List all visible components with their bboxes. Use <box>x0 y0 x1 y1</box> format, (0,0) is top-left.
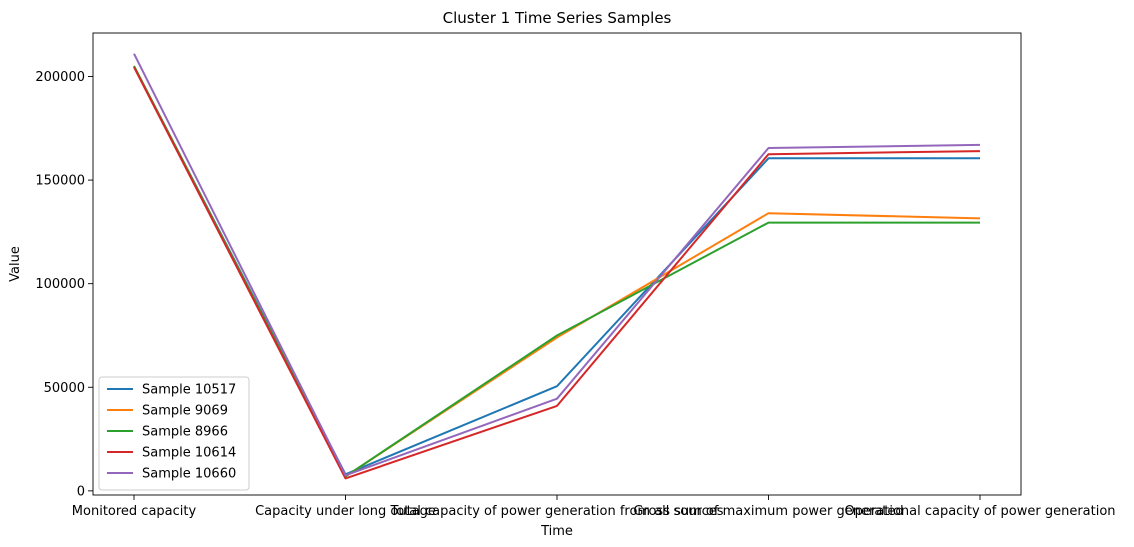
legend-label: Sample 8966 <box>142 425 228 440</box>
x-tick-label: Gross sum of maximum power generated <box>633 504 903 519</box>
series-line-3 <box>133 65 980 478</box>
y-axis-label: Value <box>8 246 23 282</box>
series-line-4 <box>133 66 981 480</box>
legend-label: Sample 9069 <box>142 404 228 419</box>
series-line-2 <box>133 65 981 478</box>
legend-label: Sample 10660 <box>142 467 236 482</box>
series-line-5 <box>133 53 981 477</box>
x-axis-label: Time <box>540 524 573 539</box>
plot-lines <box>133 53 981 480</box>
chart-title: Cluster 1 Time Series Samples <box>443 9 672 27</box>
x-tick-label: Capacity under long outage <box>255 504 436 519</box>
y-tick-label: 200000 <box>35 70 85 85</box>
legend-label: Sample 10614 <box>142 446 236 461</box>
legend: Sample 10517 Sample 9069 Sample 8966 Sample… <box>98 376 250 491</box>
series-line-1 <box>133 65 980 476</box>
y-tick-label: 150000 <box>35 174 85 189</box>
y-tick-label: 50000 <box>44 381 85 396</box>
legend-box <box>98 376 250 491</box>
x-tick-label: Total capacity of power generation from … <box>390 504 724 519</box>
x-tick-label: Operational capacity of power generation <box>844 504 1115 519</box>
x-axis: Monitored capacity Capacity under long ou… <box>72 495 1116 519</box>
x-tick-label: Monitored capacity <box>72 504 197 519</box>
legend-label: Sample 10517 <box>142 383 236 398</box>
y-tick-label: 100000 <box>35 277 85 292</box>
y-tick-label: 0 <box>77 484 85 499</box>
y-axis: 0 50000 100000 150000 200000 <box>35 70 93 499</box>
